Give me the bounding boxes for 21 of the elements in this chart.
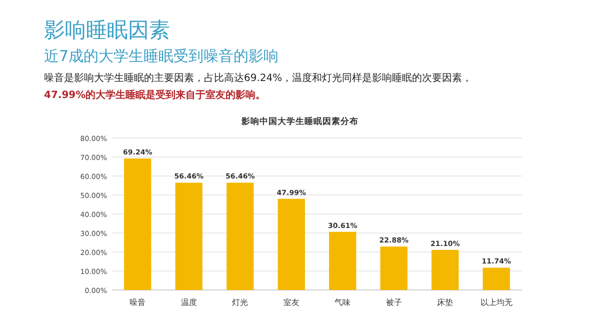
chart-title: 影响中国大学生睡眠因素分布 (240, 116, 358, 127)
bar (226, 182, 254, 290)
bar (432, 250, 459, 290)
bar (278, 198, 305, 290)
bar (482, 268, 510, 290)
bar (380, 246, 408, 290)
x-tick-label: 床垫 (437, 298, 454, 307)
bar (175, 182, 202, 290)
x-tick-label: 气味 (334, 298, 351, 307)
bar (329, 232, 356, 290)
x-tick-label: 以上均无 (480, 298, 512, 307)
x-tick-label: 灯光 (232, 298, 248, 307)
x-tick-label: 被子 (386, 298, 402, 307)
text: 47.99%的大学生睡眠是受到来自于室友的影响。 (44, 89, 266, 101)
bar (124, 158, 152, 290)
x-tick-label: 室友 (283, 298, 300, 307)
x-tick-label: 温度 (180, 298, 197, 307)
x-tick-label: 噪音 (130, 298, 146, 307)
text: 噪音是影响大学生睡眠的主要因素，占比高达69.24%，温度和灯光同样是影响睡眠的次要因素， (44, 72, 472, 84)
text: 影响睡眠因素 (44, 18, 170, 42)
text: 近7成的大学生睡眠受到噪音的影响 (44, 47, 279, 65)
